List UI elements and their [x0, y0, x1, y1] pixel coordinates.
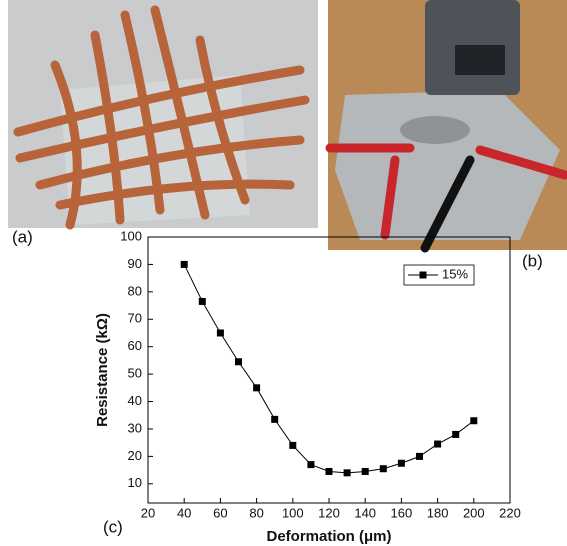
- data-point: [398, 460, 405, 467]
- y-axis-title: Resistance (kΩ): [94, 313, 111, 427]
- y-tick-label: 50: [128, 366, 142, 381]
- y-tick-label: 40: [128, 393, 142, 408]
- data-point: [271, 416, 278, 423]
- y-tick-label: 10: [128, 475, 142, 490]
- y-tick-label: 20: [128, 448, 142, 463]
- data-point: [380, 465, 387, 472]
- data-point: [362, 468, 369, 475]
- data-point: [470, 417, 477, 424]
- x-tick-label: 180: [427, 505, 449, 520]
- x-tick-label: 140: [354, 505, 376, 520]
- x-axis-title: Deformation (μm): [266, 528, 391, 545]
- data-point: [235, 358, 242, 365]
- y-tick-label: 60: [128, 338, 142, 353]
- data-point: [307, 461, 314, 468]
- data-point: [416, 453, 423, 460]
- series-line: [184, 264, 474, 472]
- panel-label: (c): [103, 517, 123, 536]
- y-tick-label: 80: [128, 283, 142, 298]
- data-point: [217, 329, 224, 336]
- data-point: [452, 431, 459, 438]
- photo-b: [328, 0, 567, 250]
- y-tick-label: 70: [128, 311, 142, 326]
- y-tick-label: 90: [128, 256, 142, 271]
- figure: (a) (b) (c) Deformation (μm) Resistance …: [0, 0, 567, 546]
- y-tick-label: 30: [128, 420, 142, 435]
- photo-a: [8, 0, 318, 228]
- legend-marker: [420, 272, 427, 279]
- x-tick-label: 60: [213, 505, 227, 520]
- x-tick-label: 100: [282, 505, 304, 520]
- data-point: [434, 441, 441, 448]
- data-point: [344, 469, 351, 476]
- data-point: [289, 442, 296, 449]
- x-tick-label: 220: [499, 505, 521, 520]
- data-point: [199, 298, 206, 305]
- x-tick-label: 200: [463, 505, 485, 520]
- x-tick-label: 40: [177, 505, 191, 520]
- legend-label: 15%: [442, 266, 468, 281]
- panel-label: (b): [522, 251, 543, 270]
- x-tick-label: 80: [249, 505, 263, 520]
- x-tick-label: 120: [318, 505, 340, 520]
- data-point: [253, 384, 260, 391]
- panel-label: (a): [12, 227, 33, 246]
- data-point: [326, 468, 333, 475]
- x-tick-label: 20: [141, 505, 155, 520]
- x-tick-label: 160: [391, 505, 413, 520]
- y-tick-label: 100: [120, 228, 142, 243]
- data-point: [181, 261, 188, 268]
